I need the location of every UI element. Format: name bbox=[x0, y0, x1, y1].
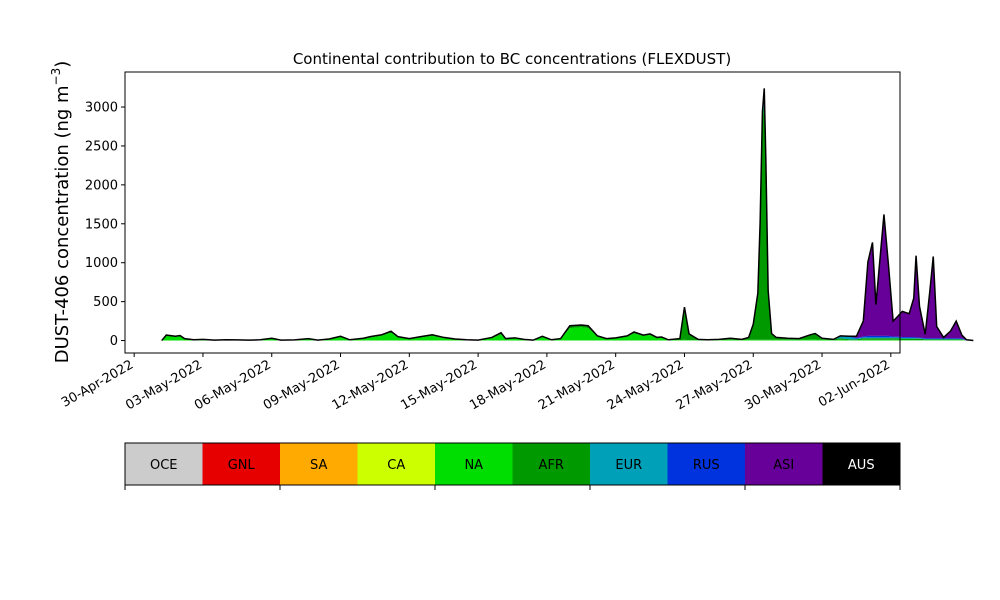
plot-area bbox=[161, 88, 974, 342]
area-aus bbox=[161, 88, 974, 341]
legend-label: RUS bbox=[693, 458, 720, 473]
chart-title: Continental contribution to BC concentra… bbox=[293, 50, 731, 68]
area-afr bbox=[161, 102, 974, 341]
legend-label: AFR bbox=[539, 458, 564, 473]
legend-swatch-asi bbox=[745, 443, 823, 485]
area-na bbox=[161, 327, 974, 341]
x-tick-label: 24-May-2022 bbox=[605, 357, 687, 413]
y-tick-label: 2500 bbox=[85, 139, 118, 154]
y-axis-label-exponent: −3 bbox=[49, 68, 63, 86]
x-tick-label: 09-May-2022 bbox=[261, 357, 343, 413]
legend-label: AUS bbox=[848, 458, 875, 473]
y-tick-label: 3000 bbox=[85, 101, 118, 116]
legend-swatch-na bbox=[435, 443, 513, 485]
legend-label: OCE bbox=[150, 458, 178, 473]
legend-label: ASI bbox=[773, 458, 794, 473]
legend-swatch-sa bbox=[280, 443, 358, 485]
x-tick-label: 21-May-2022 bbox=[536, 357, 618, 413]
y-tick-label: 1500 bbox=[85, 217, 118, 232]
x-tick-label: 27-May-2022 bbox=[674, 357, 756, 413]
y-axis: 0 500 1000 1500 2000 2500 3000 bbox=[85, 101, 125, 349]
legend-swatch-rus bbox=[667, 443, 745, 485]
x-tick-label: 15-May-2022 bbox=[398, 357, 480, 413]
legend-label: EUR bbox=[615, 458, 642, 473]
area-rus bbox=[161, 88, 974, 341]
x-tick-label: 03-May-2022 bbox=[123, 357, 205, 413]
legend-swatch-eur bbox=[590, 443, 668, 485]
x-tick-label: 02-Jun-2022 bbox=[816, 357, 893, 410]
total-line bbox=[161, 88, 974, 342]
y-axis-label: DUST-406 concentration (ng m−3) bbox=[49, 61, 73, 364]
legend-label: NA bbox=[464, 458, 483, 473]
x-tick-label: 12-May-2022 bbox=[330, 357, 412, 413]
legend-label: GNL bbox=[228, 458, 256, 473]
area-asi bbox=[161, 88, 974, 341]
legend-swatch-ca bbox=[357, 443, 435, 485]
legend-swatch-gnl bbox=[202, 443, 280, 485]
legend-swatch-oce bbox=[125, 443, 203, 485]
y-tick-label: 500 bbox=[93, 295, 118, 310]
y-axis-label-main: DUST-406 concentration (ng m bbox=[52, 85, 73, 363]
y-tick-label: 0 bbox=[110, 334, 118, 349]
legend-swatch-afr bbox=[512, 443, 590, 485]
x-tick-label: 06-May-2022 bbox=[192, 357, 274, 413]
x-tick-label: 18-May-2022 bbox=[467, 357, 549, 413]
legend-label: SA bbox=[310, 458, 327, 473]
x-axis: 30-Apr-202203-May-202206-May-202209-May-… bbox=[59, 353, 893, 413]
legend-swatch-aus bbox=[822, 443, 900, 485]
legend-frame bbox=[124, 442, 901, 486]
plot-frame bbox=[124, 71, 901, 354]
y-axis-label-close: ) bbox=[52, 61, 73, 68]
color-legend: OCE GNL SA CA NA AFR EUR RUS ASI AUS bbox=[124, 442, 901, 490]
area-eur bbox=[161, 94, 974, 341]
x-tick-label: 30-May-2022 bbox=[742, 357, 824, 413]
legend-label: CA bbox=[387, 458, 405, 473]
y-tick-label: 2000 bbox=[85, 178, 118, 193]
y-tick-label: 1000 bbox=[85, 256, 118, 271]
